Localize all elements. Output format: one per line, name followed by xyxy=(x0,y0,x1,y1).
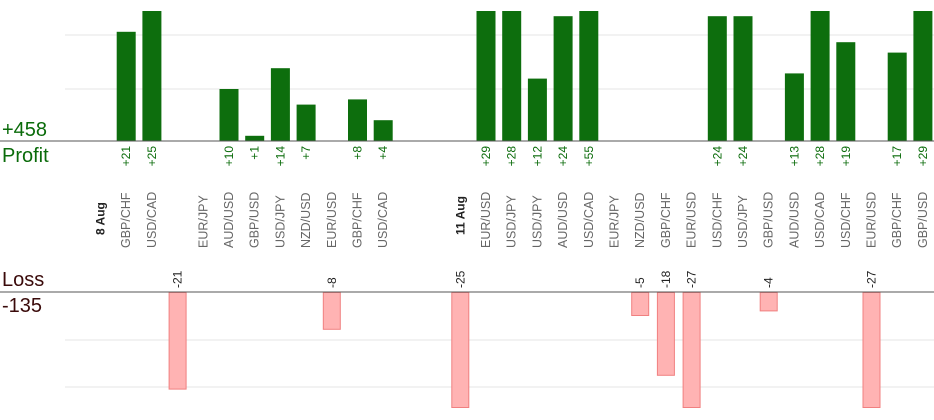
loss-bar xyxy=(759,292,778,312)
profit-bars xyxy=(116,11,933,142)
category-label: EUR/JPY xyxy=(196,195,210,248)
loss-value-label: -4 xyxy=(762,277,776,288)
loss-bar xyxy=(168,292,187,390)
loss-bars xyxy=(168,292,881,408)
loss-value-label: -27 xyxy=(685,270,699,288)
profit-value-label: +14 xyxy=(273,146,287,167)
category-label: GBP/CHF xyxy=(119,192,133,248)
loss-value-label: -25 xyxy=(453,270,467,288)
profit-value-label: +29 xyxy=(479,146,493,167)
profit-value-label: +1 xyxy=(248,146,262,160)
category-label: GBP/USD xyxy=(916,192,930,248)
profit-value-label: +12 xyxy=(530,146,544,167)
loss-bar xyxy=(656,292,675,376)
category-label: NZD/USD xyxy=(299,192,313,248)
category-label: USD/JPY xyxy=(273,195,287,248)
loss-total: -135 xyxy=(2,295,43,317)
profit-bar xyxy=(527,78,547,141)
loss-value-label: -18 xyxy=(659,270,673,288)
profit-value-label: +8 xyxy=(351,146,365,160)
axes xyxy=(0,140,934,293)
profit-value-label: +25 xyxy=(145,146,159,167)
profit-bar xyxy=(502,11,522,141)
category-label: AUD/USD xyxy=(787,192,801,248)
category-label: EUR/USD xyxy=(865,192,879,248)
profit-value-label: +10 xyxy=(222,146,236,167)
profit-value-label: +29 xyxy=(916,146,930,167)
category-label: USD/CAD xyxy=(582,192,596,248)
profit-value-label: +4 xyxy=(376,146,390,160)
category-label: AUD/USD xyxy=(556,192,570,248)
profit-bar xyxy=(579,11,599,141)
category-label: USD/JPY xyxy=(530,195,544,248)
profit-bar xyxy=(553,16,573,142)
profit-value-label: +28 xyxy=(813,146,827,167)
category-label: USD/CAD xyxy=(145,192,159,248)
loss-bar xyxy=(451,292,470,408)
profit-bar xyxy=(476,11,496,141)
profit-value-label: +19 xyxy=(839,146,853,167)
loss-bar xyxy=(862,292,881,408)
category-label: GBP/CHF xyxy=(890,192,904,248)
loss-bar xyxy=(322,292,341,330)
profit-value-label: +24 xyxy=(736,146,750,167)
loss-value-label: -27 xyxy=(865,270,879,288)
profit-value-label: +28 xyxy=(505,146,519,167)
profit-bar xyxy=(219,89,239,141)
profit-bar xyxy=(245,135,265,141)
profit-bar xyxy=(810,11,830,141)
category-label: AUD/USD xyxy=(222,192,236,248)
loss-label: Loss xyxy=(2,269,45,291)
profit-bar xyxy=(296,104,316,141)
date-label: 8 Aug xyxy=(94,202,108,235)
category-label: USD/CHF xyxy=(710,192,724,248)
category-label: EUR/USD xyxy=(479,192,493,248)
category-label: GBP/USD xyxy=(248,192,262,248)
profit-total: +458 xyxy=(2,119,48,141)
profit-bar xyxy=(373,120,393,141)
profit-bar xyxy=(784,73,804,141)
loss-value-label: -21 xyxy=(171,270,185,288)
profit-bar xyxy=(733,16,753,142)
loss-value-label: -5 xyxy=(633,277,647,288)
category-labels: 8 Aug GBP/CHF USD/CAD EUR/JPY AUD/USD GBP/USD… xyxy=(94,192,930,248)
profit-bar xyxy=(887,52,907,141)
profit-bar xyxy=(836,42,856,142)
profit-value-label: +13 xyxy=(787,146,801,167)
category-label: USD/JPY xyxy=(505,195,519,248)
profit-value-label: +55 xyxy=(582,146,596,167)
category-label: GBP/CHF xyxy=(659,192,673,248)
category-label: USD/CAD xyxy=(813,192,827,248)
profit-bar xyxy=(707,16,727,142)
profit-value-label: +24 xyxy=(710,146,724,167)
profit-value-label: +7 xyxy=(299,146,313,160)
profit-bar xyxy=(116,31,136,141)
category-label: NZD/USD xyxy=(633,192,647,248)
category-label: EUR/USD xyxy=(325,192,339,248)
category-label: USD/JPY xyxy=(736,195,750,248)
date-label: 11 Aug xyxy=(453,196,467,235)
profit-bar xyxy=(270,68,290,141)
loss-bar xyxy=(631,292,650,316)
profit-value-label: +24 xyxy=(556,146,570,167)
profit-bar xyxy=(348,99,367,141)
profit-value-labels: +21 +25 +10 +1 +14 +7 +8 +4 +29 +28 +12 +24 +55 +24 +2… xyxy=(119,146,930,167)
profit-value-label: +17 xyxy=(890,146,904,167)
loss-value-labels: -21 -8 -25 -5 -18 -27 -4 -27 xyxy=(171,270,879,288)
category-label: GBP/CHF xyxy=(351,192,365,248)
loss-bar xyxy=(682,292,701,408)
profit-label: Profit xyxy=(2,145,49,167)
category-label: EUR/JPY xyxy=(608,195,622,248)
category-label: USD/CHF xyxy=(839,192,853,248)
category-label: GBP/USD xyxy=(762,192,776,248)
profit-bar xyxy=(142,11,162,141)
profit-value-label: +21 xyxy=(119,146,133,167)
loss-value-label: -8 xyxy=(325,277,339,288)
category-label: EUR/USD xyxy=(685,192,699,248)
category-label: USD/CAD xyxy=(376,192,390,248)
profit-bar xyxy=(913,11,933,141)
